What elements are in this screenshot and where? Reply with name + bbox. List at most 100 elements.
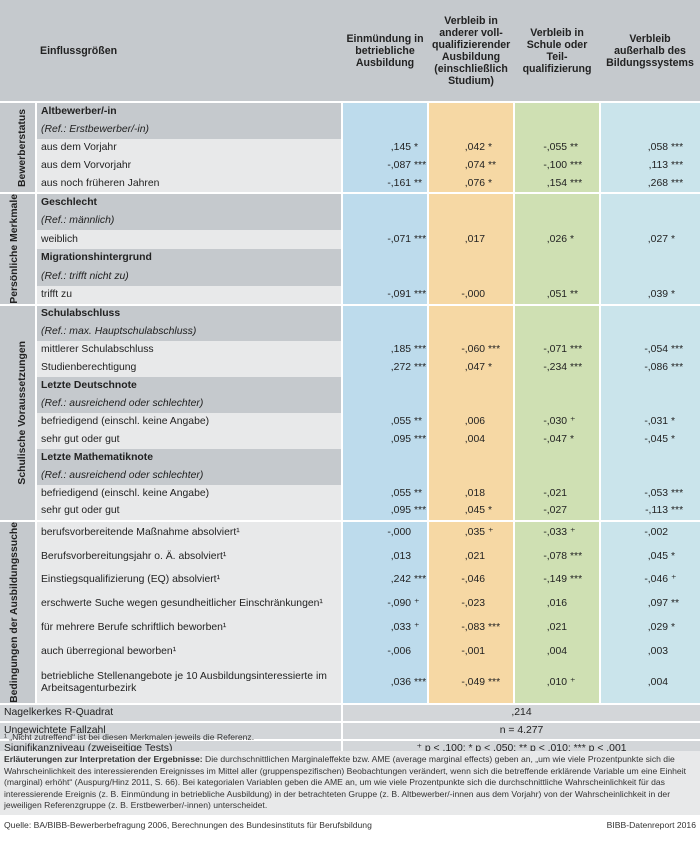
table-row: betriebliche Stellenangebote je 10 Ausbi…	[0, 663, 700, 705]
cell-col-3: ,004	[513, 639, 601, 664]
cell-col-3: -,021	[513, 484, 601, 503]
stat-label: Nagelkerkes R-Quadrat	[0, 703, 343, 723]
explanation-title: Erläuterungen zur Interpretation der Erg…	[4, 754, 203, 764]
reference-label: (Ref.: max. Hauptschulabschluss)	[36, 322, 343, 341]
cell-col-2: ,006	[427, 412, 515, 431]
cell-col-1: ,055 **	[341, 412, 429, 431]
cell-col-2: ,018	[427, 484, 515, 503]
cell-col-2: -,001	[427, 639, 515, 664]
header-col-2: Verbleib in anderer voll-qualifizierende…	[428, 0, 515, 101]
cell-col-3: -,234 ***	[513, 358, 601, 377]
cell-col-2: -,023	[427, 592, 515, 617]
row-label: auch überregional beworben¹	[36, 639, 343, 664]
cell-col-2: ,042 *	[427, 139, 515, 157]
variable-label: Migrationshintergrund	[36, 248, 343, 268]
stat-value: n = 4.277	[341, 721, 700, 741]
cell-col-2: ,074 **	[427, 157, 515, 175]
cell-col-4: ,039 *	[599, 286, 700, 306]
cell-col-3: ,021	[513, 616, 601, 640]
cell-col-4: -,031 *	[599, 412, 700, 431]
variable-label: Geschlecht	[36, 193, 343, 212]
header-col-4: Verbleib außerhalb des Bildungssystems	[600, 0, 700, 101]
row-label: mittlerer Schulabschluss	[36, 340, 343, 359]
cell-col-1: ,036 ***	[341, 663, 429, 705]
cell-col-3: -,055 **	[513, 139, 601, 157]
row-label: aus noch früheren Jahren	[36, 175, 343, 194]
table-row: trifft zu -,091 *** -,000 ,051 ** ,039 *	[0, 286, 700, 306]
cell-col-2: -,049 ***	[427, 663, 515, 705]
cell-col-4: ,268 ***	[599, 175, 700, 194]
row-label: befriedigend (einschl. keine Angabe)	[36, 412, 343, 431]
header-col-1: Einmündung in betriebliche Ausbildung	[342, 0, 429, 101]
cell-col-4: ,004	[599, 663, 700, 705]
results-table: Einflussgrößen Einmündung in betrieblich…	[0, 0, 700, 759]
variable-label: Altbewerber/-in	[36, 103, 343, 121]
cell-col-4: -,086 ***	[599, 358, 700, 377]
source-note: Quelle: BA/BIBB-Bewerberbefragung 2006, …	[4, 820, 372, 830]
row-label: betriebliche Stellenangebote je 10 Ausbi…	[36, 663, 343, 705]
variable-label: Letzte Mathematiknote	[36, 448, 343, 467]
cell-col-4: -,046 ⁺	[599, 568, 700, 593]
reference-label: (Ref.: ausreichend oder schlechter)	[36, 394, 343, 413]
table-row: sehr gut oder gut ,095 *** ,004 -,047 * -,…	[0, 430, 700, 449]
row-label: für mehrere Berufe schriftlich beworben¹	[36, 616, 343, 640]
cell-col-3: -,149 ***	[513, 568, 601, 593]
cell-col-1: -,161 **	[341, 175, 429, 194]
cell-col-4: ,045 *	[599, 544, 700, 569]
cell-col-1: ,242 ***	[341, 568, 429, 593]
stat-label: Ungewichtete Fallzahl	[0, 721, 343, 741]
row-label: aus dem Vorvorjahr	[36, 157, 343, 175]
cell-col-3: ,154 ***	[513, 175, 601, 194]
row-label: sehr gut oder gut	[36, 502, 343, 522]
cell-col-4: -,045 *	[599, 430, 700, 449]
cell-col-2: -,083 ***	[427, 616, 515, 640]
cell-col-1: ,095 ***	[341, 430, 429, 449]
cell-col-4: -,113 ***	[599, 502, 700, 522]
section-label: Persönliche Merkmale	[0, 193, 37, 306]
cell-col-1: ,055 **	[341, 484, 429, 503]
cell-col-4: ,058 ***	[599, 139, 700, 157]
footnote: ¹ „Nicht zutreffend“ ist bei diesen Merk…	[4, 732, 255, 742]
table-row: für mehrere Berufe schriftlich beworben¹…	[0, 616, 700, 640]
reference-row: (Ref.: ausreichend oder schlechter)	[0, 394, 700, 413]
reference-row: (Ref.: max. Hauptschulabschluss)	[0, 322, 700, 341]
cell-col-1: -,087 ***	[341, 157, 429, 175]
reference-label: (Ref.: männlich)	[36, 211, 343, 231]
cell-col-4: -,054 ***	[599, 340, 700, 359]
cell-col-1: -,091 ***	[341, 286, 429, 306]
explanation-text: Die durchschnittlichen Marginaleffekte b…	[4, 754, 686, 811]
cell-col-2: -,060 ***	[427, 340, 515, 359]
cell-col-1: ,272 ***	[341, 358, 429, 377]
reference-label: (Ref.: ausreichend oder schlechter)	[36, 466, 343, 485]
cell-col-3: ,016	[513, 592, 601, 617]
cell-col-4: -,002	[599, 520, 700, 545]
table-row: auch überregional beworben¹ -,006 -,001 …	[0, 639, 700, 664]
cell-col-3: -,071 ***	[513, 340, 601, 359]
group-row: Schulische Voraussetzungen Schulabschlus…	[0, 304, 700, 522]
row-label: aus dem Vorjahr	[36, 139, 343, 157]
group-row: Letzte Deutschnote	[0, 376, 700, 395]
row-label: Studienberechtigung	[36, 358, 343, 377]
row-label: befriedigend (einschl. keine Angabe)	[36, 484, 343, 503]
cell-col-2: ,017	[427, 230, 515, 249]
publication-label: BIBB-Datenreport 2016	[606, 820, 696, 830]
cell-col-2: ,035 ⁺	[427, 520, 515, 545]
table-row: erschwerte Suche wegen gesundheitlicher …	[0, 592, 700, 617]
cell-col-1: ,185 ***	[341, 340, 429, 359]
cell-col-4: -,053 ***	[599, 484, 700, 503]
cell-col-1: ,095 ***	[341, 502, 429, 522]
cell-col-3: ,051 **	[513, 286, 601, 306]
cell-col-4: ,029 *	[599, 616, 700, 640]
cell-col-4: ,097 **	[599, 592, 700, 617]
cell-col-3: -,078 ***	[513, 544, 601, 569]
stat-value: ,214	[341, 703, 700, 723]
cell-col-4: ,113 ***	[599, 157, 700, 175]
reference-row: (Ref.: Erstbewerber/-in)	[0, 121, 700, 139]
reference-label: (Ref.: Erstbewerber/-in)	[36, 121, 343, 139]
group-row: Bewerberstatus Altbewerber/-in	[0, 103, 700, 194]
row-label: Berufsvorbereitungsjahr o. Ä. absolviert…	[36, 544, 343, 569]
table-row: Berufsvorbereitungsjahr o. Ä. absolviert…	[0, 544, 700, 569]
row-label: weiblich	[36, 230, 343, 249]
table-row: Bedingungen der Ausbildungssuche berufsv…	[0, 520, 700, 705]
